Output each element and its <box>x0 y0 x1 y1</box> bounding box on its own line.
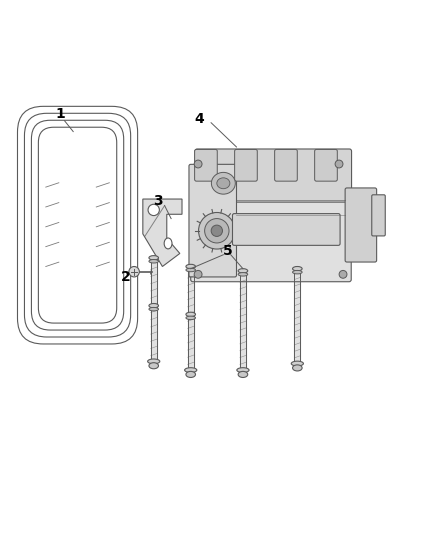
Ellipse shape <box>293 365 302 371</box>
Ellipse shape <box>186 264 195 269</box>
Ellipse shape <box>186 312 195 317</box>
FancyBboxPatch shape <box>275 149 297 181</box>
Circle shape <box>198 213 235 249</box>
Ellipse shape <box>238 269 248 273</box>
FancyBboxPatch shape <box>345 188 377 262</box>
FancyBboxPatch shape <box>233 214 340 245</box>
Circle shape <box>211 225 223 237</box>
Circle shape <box>205 219 229 243</box>
FancyBboxPatch shape <box>235 149 257 181</box>
Text: 3: 3 <box>153 194 163 208</box>
Ellipse shape <box>148 359 160 364</box>
FancyBboxPatch shape <box>189 164 237 277</box>
FancyBboxPatch shape <box>195 149 352 202</box>
Circle shape <box>129 266 139 277</box>
Ellipse shape <box>149 260 159 263</box>
FancyBboxPatch shape <box>314 149 337 181</box>
Ellipse shape <box>149 303 159 308</box>
Ellipse shape <box>293 266 302 271</box>
Ellipse shape <box>186 316 195 320</box>
Ellipse shape <box>149 362 159 369</box>
Circle shape <box>194 270 202 278</box>
Ellipse shape <box>217 178 230 189</box>
Ellipse shape <box>149 308 159 311</box>
Ellipse shape <box>164 238 172 249</box>
Circle shape <box>194 160 202 168</box>
Ellipse shape <box>186 268 195 272</box>
Text: 4: 4 <box>194 111 204 126</box>
Text: 5: 5 <box>223 244 233 259</box>
FancyBboxPatch shape <box>372 195 385 236</box>
Ellipse shape <box>186 372 195 377</box>
FancyBboxPatch shape <box>191 185 351 282</box>
Ellipse shape <box>238 372 248 377</box>
Ellipse shape <box>212 172 235 194</box>
FancyBboxPatch shape <box>194 149 217 181</box>
Ellipse shape <box>238 272 248 276</box>
Text: 1: 1 <box>55 107 65 121</box>
Polygon shape <box>143 199 182 266</box>
Circle shape <box>339 270 347 278</box>
Circle shape <box>148 204 159 215</box>
Text: 2: 2 <box>120 270 130 285</box>
Ellipse shape <box>293 270 302 274</box>
FancyBboxPatch shape <box>53 142 102 309</box>
Ellipse shape <box>185 368 197 373</box>
Circle shape <box>335 160 343 168</box>
Ellipse shape <box>149 256 159 260</box>
Ellipse shape <box>291 361 304 366</box>
Ellipse shape <box>237 368 249 373</box>
